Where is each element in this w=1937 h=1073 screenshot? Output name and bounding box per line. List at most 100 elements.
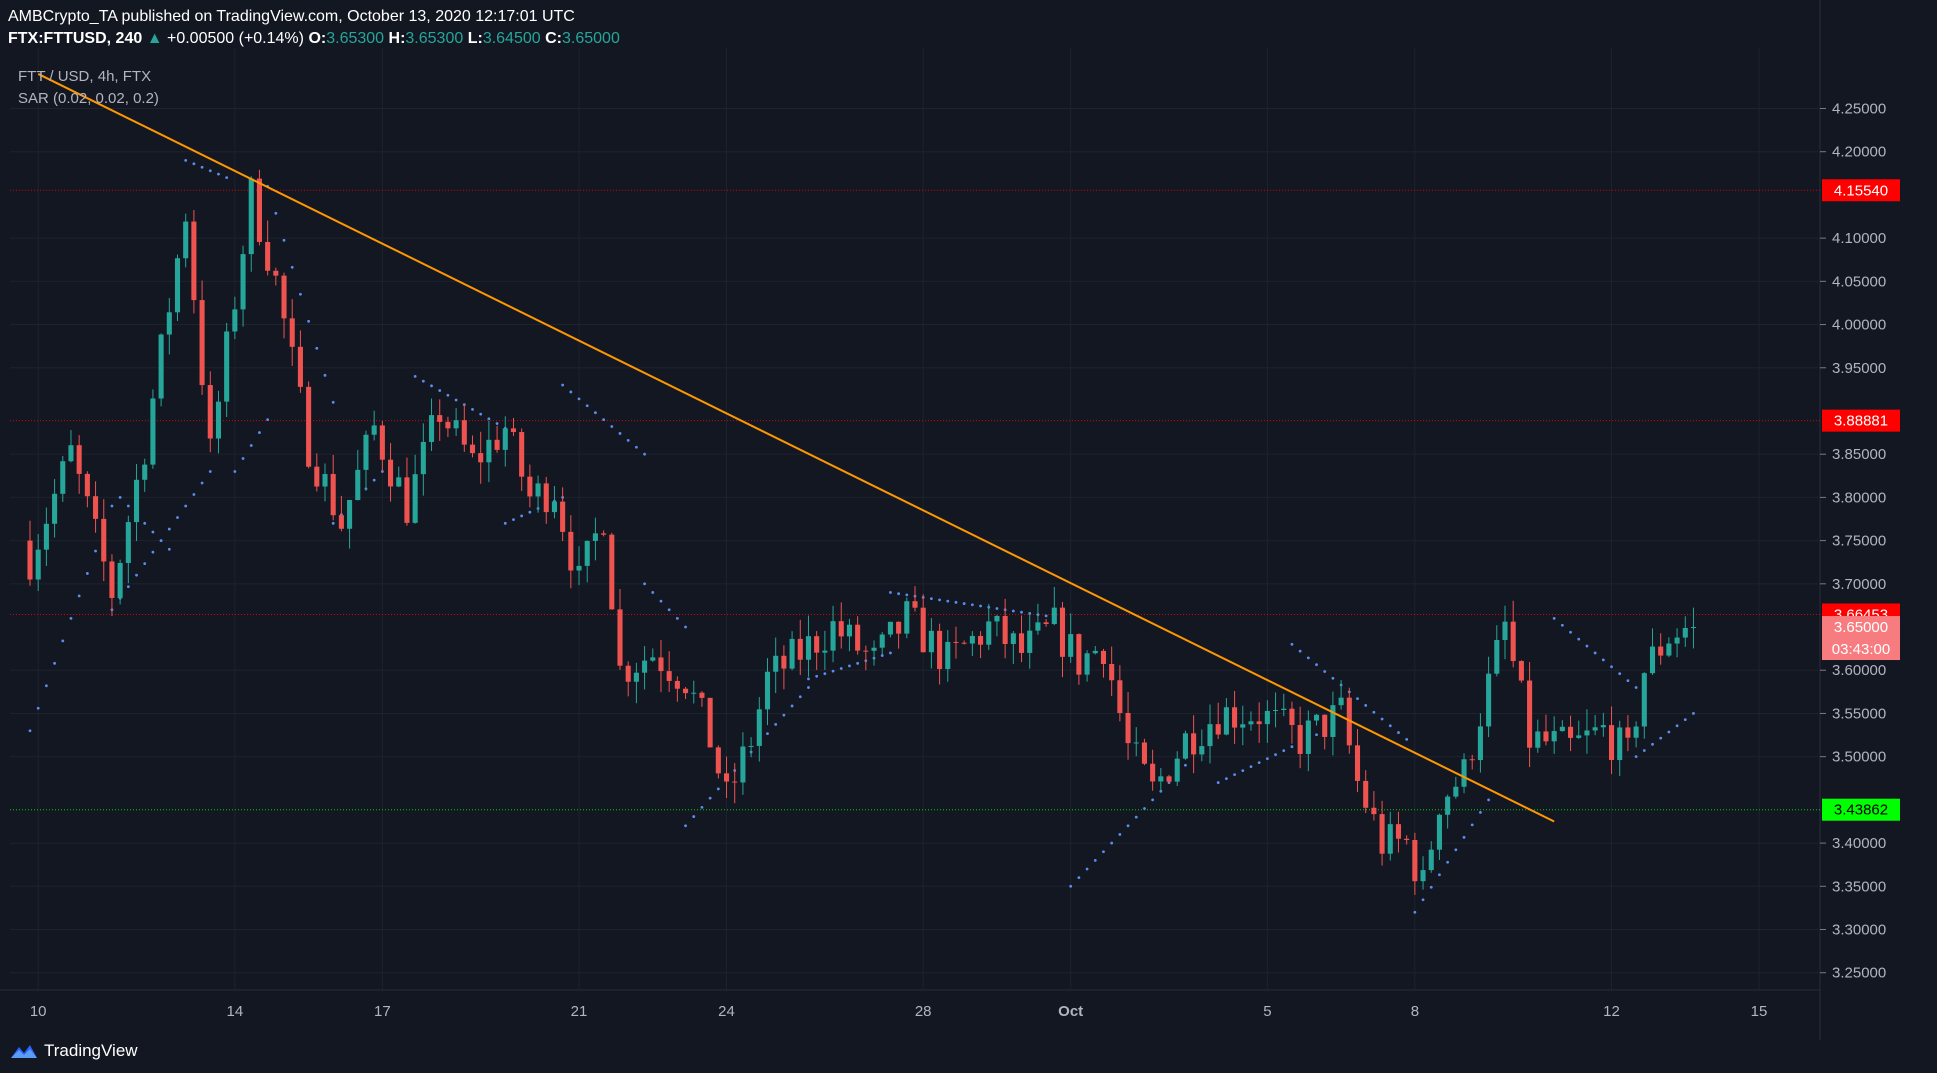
sar-dot	[1315, 733, 1318, 737]
candle-body	[1174, 758, 1180, 782]
candle-body	[1436, 814, 1442, 850]
candle-body	[1109, 663, 1115, 681]
sar-dot	[1364, 704, 1368, 707]
candle-body	[510, 428, 517, 433]
price-tick-label: 3.25000	[1832, 965, 1886, 982]
candle-body	[699, 692, 705, 698]
candle-body	[846, 624, 852, 637]
open-label: O:	[308, 30, 327, 47]
sar-dot	[1413, 910, 1417, 914]
sar-dot	[438, 389, 442, 392]
sar-dot	[110, 504, 114, 508]
candle-body	[773, 655, 779, 672]
sar-dot	[1233, 773, 1236, 777]
sar-dot	[1134, 815, 1138, 819]
sar-dot	[1380, 717, 1384, 721]
sar-dot	[1626, 679, 1630, 683]
sar-dot	[290, 265, 294, 269]
sar-dot	[1651, 742, 1654, 746]
candle-body	[674, 680, 680, 689]
candle-body	[174, 258, 181, 313]
candle-body	[1141, 742, 1147, 764]
time-tick-label: 24	[718, 1003, 735, 1020]
sar-dot	[126, 585, 130, 589]
candle-body	[273, 270, 279, 276]
sar-dot	[192, 493, 196, 496]
high-value: 3.65300	[405, 30, 464, 47]
sar-dot	[28, 729, 32, 733]
candle-body	[1658, 646, 1664, 656]
candle-body	[789, 638, 795, 669]
candle-body	[584, 540, 590, 566]
candle-body	[1477, 726, 1483, 761]
candle-body	[1051, 607, 1057, 625]
sar-dot	[823, 672, 827, 676]
candle-body	[592, 533, 598, 541]
sar-dot	[929, 597, 933, 601]
candle-body	[1059, 607, 1066, 657]
candle-body	[805, 636, 812, 660]
sar-dot	[569, 390, 573, 394]
candle-body	[1092, 650, 1098, 654]
candle-body	[330, 474, 336, 516]
candle-body	[1322, 714, 1328, 737]
candle-body	[994, 615, 1000, 622]
sar-dot	[831, 669, 835, 673]
candle-body	[1273, 710, 1279, 712]
candle-body	[1641, 673, 1647, 727]
sar-dot	[1462, 835, 1466, 839]
time-axis[interactable]: 10 14 17 21 24 28 Oct 5 8 12 15	[30, 1003, 1768, 1020]
sar-dot	[1290, 642, 1294, 646]
candle-body	[1404, 838, 1410, 841]
price-tick-label: 3.85000	[1832, 446, 1886, 463]
candle-body	[781, 655, 787, 669]
candle-body	[723, 773, 730, 782]
candle-body	[1076, 634, 1082, 675]
sar-dot	[1184, 763, 1187, 767]
candle-body	[437, 415, 443, 422]
candle-body	[1232, 707, 1238, 728]
candle-body	[568, 531, 574, 571]
candle-body	[1330, 705, 1336, 737]
sar-dot	[274, 211, 278, 215]
sar-dot	[143, 562, 147, 566]
candle-body	[1363, 780, 1369, 808]
sar-dot	[487, 417, 491, 421]
candle-body	[1576, 735, 1582, 738]
sar-dot	[1331, 676, 1335, 680]
candle-body	[1625, 727, 1631, 738]
candle-body	[338, 515, 344, 529]
candle-body	[814, 636, 820, 653]
candle-body	[281, 275, 287, 319]
sar-dot	[176, 516, 179, 519]
candle-body	[412, 474, 418, 523]
candle-body	[199, 300, 205, 386]
close-label: C:	[545, 30, 562, 47]
candle-body	[625, 665, 631, 682]
sar-dot	[323, 373, 327, 377]
candle-body	[551, 501, 557, 513]
sar-dot	[970, 603, 974, 607]
time-tick-label: 5	[1263, 1003, 1271, 1020]
time-tick-label: 12	[1603, 1003, 1620, 1020]
candle-body	[535, 483, 541, 497]
candle-body	[109, 561, 115, 598]
candle-body	[658, 657, 664, 672]
candle-body	[1289, 708, 1295, 726]
candle-body	[756, 709, 762, 746]
candle-body	[1690, 627, 1697, 629]
candle-body	[1264, 710, 1270, 725]
sar-dot	[1020, 610, 1023, 614]
sar-dot	[782, 713, 786, 717]
candle-body	[1371, 807, 1377, 815]
symbol-label: FTX:FTTUSD, 240	[8, 30, 143, 47]
sar-dot	[1249, 765, 1253, 769]
price-axis[interactable]: 4.25000 4.20000 4.10000 4.05000 4.00000 3.950…	[1820, 100, 1900, 982]
sar-dot	[118, 495, 122, 499]
candle-body	[502, 428, 508, 450]
candle-body	[1617, 727, 1623, 761]
sar-dot	[561, 383, 565, 387]
candle-body	[35, 549, 41, 580]
tradingview-logo[interactable]: TradingView	[10, 1041, 138, 1061]
